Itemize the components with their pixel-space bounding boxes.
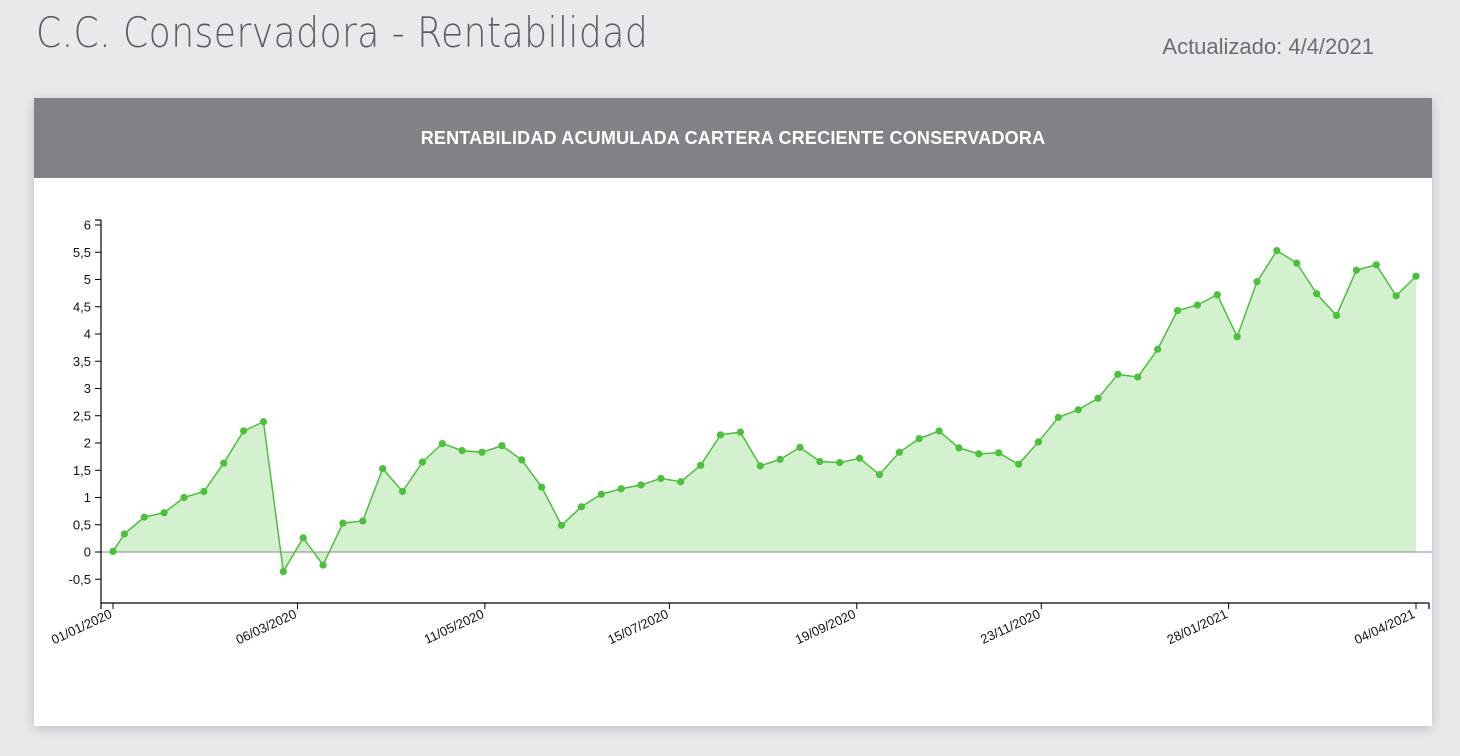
x-tick-label: 01/01/2020 xyxy=(49,606,114,647)
data-point xyxy=(955,444,963,452)
data-point xyxy=(816,457,824,466)
data-point xyxy=(538,483,546,491)
x-tick-label: 28/01/2021 xyxy=(1165,606,1230,647)
data-point xyxy=(716,431,725,439)
y-tick-label: 1,5 xyxy=(73,463,91,478)
data-point xyxy=(1074,406,1082,414)
data-point xyxy=(279,568,287,576)
x-tick-label: 23/11/2020 xyxy=(978,606,1042,647)
series-area xyxy=(113,250,1416,572)
last-updated-label: Actualizado: 4/4/2021 xyxy=(1162,34,1374,59)
data-point xyxy=(697,461,705,469)
data-point xyxy=(875,471,884,479)
y-tick-label: 4 xyxy=(84,327,91,342)
data-point xyxy=(359,517,367,525)
y-tick-label: -0,5 xyxy=(69,572,91,587)
y-tick-label: 0,5 xyxy=(73,517,91,532)
data-point xyxy=(1014,460,1023,468)
chart-svg: -0,5 0 0,5 1 1,5 2 2,5 3 3,5 4 4,5 5 5,5 6 01/01/2020 0… xyxy=(49,218,1432,647)
data-point xyxy=(836,459,844,467)
data-point xyxy=(915,435,923,443)
data-point xyxy=(239,427,248,435)
data-point xyxy=(299,534,307,542)
data-point xyxy=(200,487,208,496)
data-point xyxy=(796,443,804,451)
data-point xyxy=(1173,306,1182,315)
y-tick-label: 5,5 xyxy=(73,245,91,260)
data-point xyxy=(1293,259,1301,267)
data-point xyxy=(498,442,506,450)
data-point xyxy=(478,448,486,456)
data-point xyxy=(458,447,466,455)
y-tick-label: 5 xyxy=(84,272,91,287)
data-point xyxy=(1213,291,1221,299)
x-tick-label: 04/04/2021 xyxy=(1352,606,1417,647)
data-point xyxy=(856,454,864,462)
data-point xyxy=(1412,272,1420,280)
data-point xyxy=(756,462,764,470)
data-point xyxy=(398,487,407,496)
x-tick-label: 11/05/2020 xyxy=(422,606,486,647)
y-tick-label: 3,5 xyxy=(73,354,91,369)
data-point xyxy=(319,561,327,569)
data-point xyxy=(1114,370,1122,378)
data-point xyxy=(597,490,605,498)
chart-title: RENTABILIDAD ACUMULADA CARTERA CRECIENTE… xyxy=(34,98,1432,178)
data-point xyxy=(438,439,446,448)
data-point xyxy=(180,493,188,502)
data-point xyxy=(637,481,645,489)
data-point xyxy=(379,465,387,473)
data-point xyxy=(1253,278,1261,286)
data-point xyxy=(109,547,117,556)
data-point xyxy=(1034,438,1043,446)
data-point xyxy=(518,456,526,464)
data-point xyxy=(140,513,148,521)
data-point xyxy=(339,519,347,527)
data-point xyxy=(1154,345,1162,353)
data-point xyxy=(895,448,903,456)
chart-card: RENTABILIDAD ACUMULADA CARTERA CRECIENTE… xyxy=(34,98,1432,726)
y-tick-label: 3 xyxy=(84,381,91,396)
y-tick-label: 4,5 xyxy=(73,299,91,314)
data-point xyxy=(418,458,427,466)
data-point xyxy=(1193,301,1202,309)
y-tick-label: 2 xyxy=(84,436,91,451)
data-point xyxy=(1094,394,1102,402)
y-tick-label: 6 xyxy=(84,218,91,233)
page-title: C.C. Conservadora - Rentabilidad xyxy=(36,8,649,57)
data-point xyxy=(577,503,586,511)
data-point xyxy=(1134,373,1142,381)
data-point xyxy=(736,428,744,436)
data-point xyxy=(1392,292,1400,300)
data-point xyxy=(160,509,168,517)
data-point xyxy=(1273,247,1281,255)
data-point xyxy=(1332,311,1341,320)
data-point xyxy=(1054,413,1062,421)
data-point xyxy=(1372,261,1380,269)
data-point xyxy=(617,485,625,493)
x-tick-label: 15/07/2020 xyxy=(605,606,670,647)
data-point xyxy=(657,474,665,483)
data-point xyxy=(677,478,685,486)
data-point xyxy=(995,449,1003,457)
data-point xyxy=(1352,266,1360,274)
data-point xyxy=(220,459,228,467)
data-point xyxy=(557,521,566,529)
data-point xyxy=(120,530,128,538)
data-point xyxy=(1313,290,1321,298)
data-point xyxy=(776,455,784,463)
data-point xyxy=(975,450,983,458)
x-tick-label: 19/09/2020 xyxy=(793,606,858,647)
data-point xyxy=(259,418,268,426)
data-point xyxy=(935,427,943,435)
data-point xyxy=(1233,333,1241,341)
y-tick-label: 0 xyxy=(84,545,91,560)
x-tick-label: 06/03/2020 xyxy=(233,606,298,647)
y-tick-label: 2,5 xyxy=(73,408,91,423)
y-tick-label: 1 xyxy=(84,490,91,505)
